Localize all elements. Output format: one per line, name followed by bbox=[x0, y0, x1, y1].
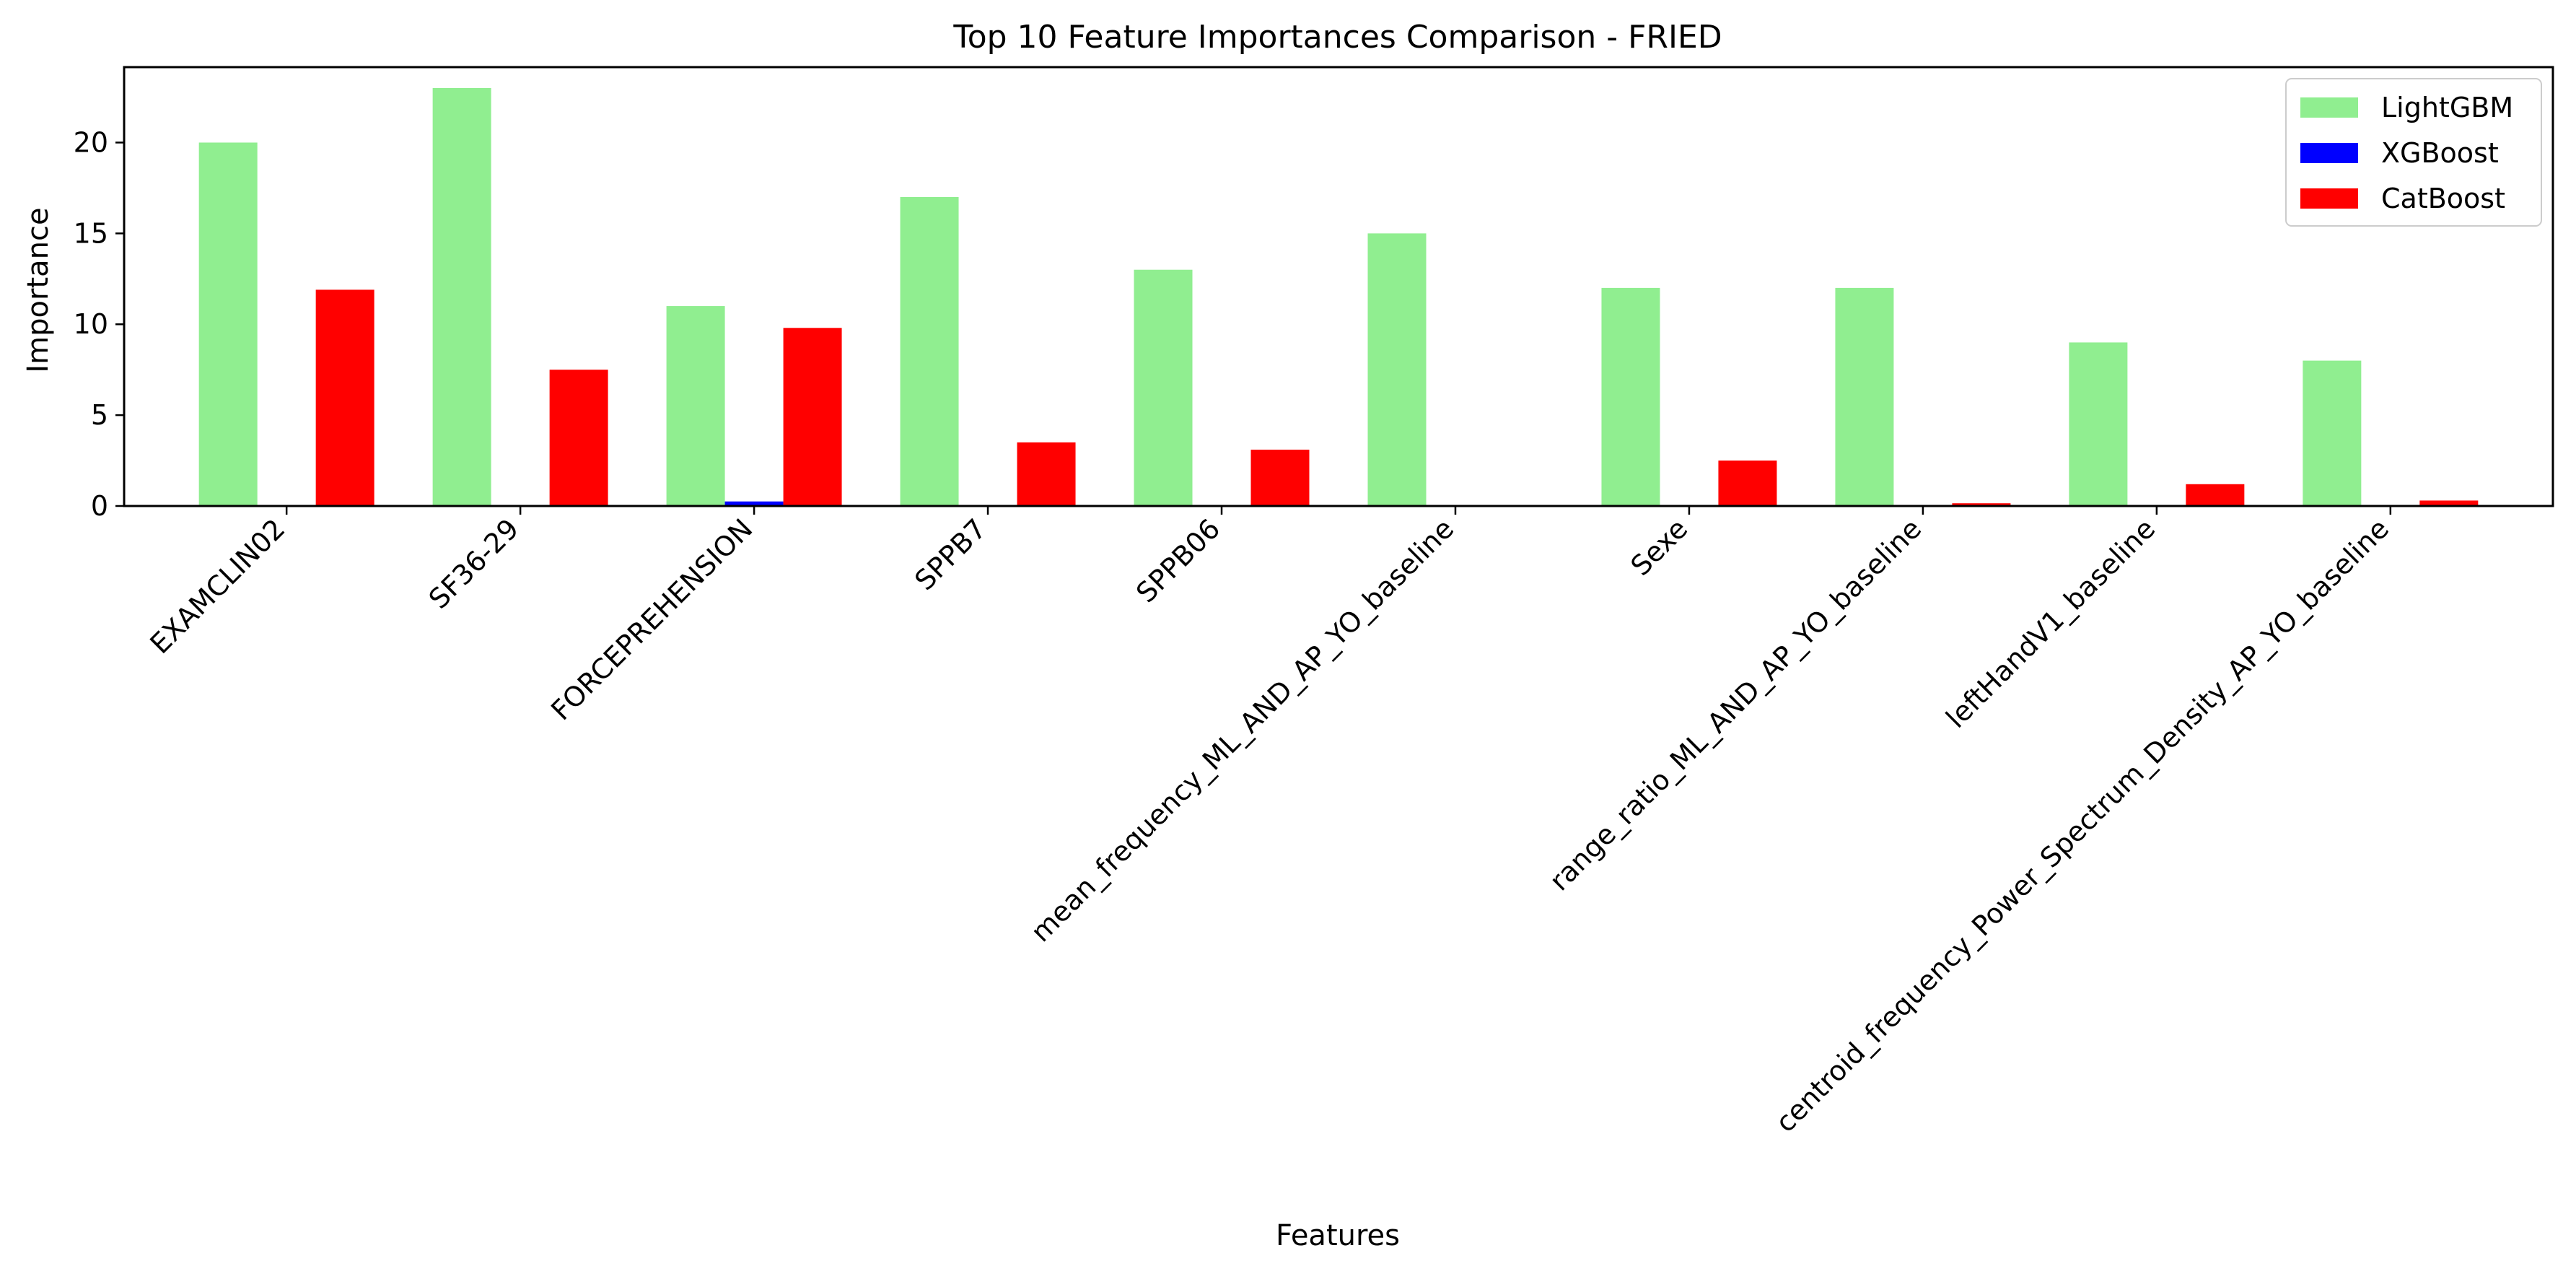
bar-catboost-7 bbox=[1952, 503, 2011, 506]
bar-catboost-9 bbox=[2419, 500, 2479, 506]
x-tick-label: SPPB7 bbox=[908, 512, 992, 596]
bar-catboost-3 bbox=[1017, 442, 1076, 506]
bar-lightgbm-0 bbox=[198, 142, 258, 507]
x-axis-label: Features bbox=[1276, 1219, 1400, 1252]
legend-swatch-catboost bbox=[2300, 188, 2358, 209]
bar-lightgbm-9 bbox=[2303, 360, 2362, 506]
bar-xgboost-2 bbox=[724, 501, 784, 506]
x-tick-label: leftHandV1_baseline bbox=[1940, 512, 2161, 734]
legend-swatch-xgboost bbox=[2300, 143, 2358, 163]
y-tick-label: 10 bbox=[74, 308, 108, 340]
bar-catboost-0 bbox=[315, 289, 374, 506]
bar-lightgbm-8 bbox=[2069, 342, 2128, 506]
chart-title: Top 10 Feature Importances Comparison - … bbox=[952, 19, 1722, 56]
legend-label-lightgbm: LightGBM bbox=[2381, 92, 2513, 123]
x-tick-label: range_ratio_ML_AND_AP_YO_baseline bbox=[1543, 512, 1927, 896]
x-tick-label: Sexe bbox=[1624, 512, 1694, 582]
x-tick-label: mean_frequency_ML_AND_AP_YO_baseline bbox=[1025, 512, 1460, 948]
bars-layer bbox=[198, 87, 2479, 507]
bar-lightgbm-4 bbox=[1134, 269, 1193, 506]
y-tick-label: 20 bbox=[74, 126, 108, 158]
y-tick-label: 5 bbox=[91, 399, 108, 431]
bar-catboost-1 bbox=[549, 370, 608, 506]
bar-lightgbm-2 bbox=[666, 306, 725, 506]
x-tick-label: SF36-29 bbox=[423, 512, 525, 615]
x-tick-label: FORCEPREHENSION bbox=[545, 512, 758, 726]
bar-lightgbm-1 bbox=[432, 87, 491, 506]
legend: LightGBM XGBoost CatBoost bbox=[2285, 78, 2542, 227]
x-tick-label: EXAMCLIN02 bbox=[144, 512, 292, 660]
bar-catboost-8 bbox=[2186, 484, 2245, 506]
legend-label-catboost: CatBoost bbox=[2381, 183, 2505, 214]
plot-frame bbox=[123, 66, 2554, 507]
x-tick-label: SPPB06 bbox=[1130, 512, 1226, 608]
bar-lightgbm-7 bbox=[1835, 287, 1894, 506]
bar-catboost-6 bbox=[1718, 461, 1777, 506]
bar-lightgbm-3 bbox=[900, 197, 959, 506]
legend-swatch-lightgbm bbox=[2300, 97, 2358, 118]
bar-lightgbm-6 bbox=[1601, 287, 1660, 506]
bar-catboost-4 bbox=[1250, 449, 1310, 506]
legend-label-xgboost: XGBoost bbox=[2381, 137, 2499, 169]
y-tick-label: 0 bbox=[91, 490, 108, 522]
y-tick-label: 15 bbox=[74, 217, 108, 249]
bar-catboost-2 bbox=[783, 328, 842, 506]
bar-lightgbm-5 bbox=[1367, 233, 1427, 506]
y-axis-label: Importance bbox=[22, 207, 55, 372]
